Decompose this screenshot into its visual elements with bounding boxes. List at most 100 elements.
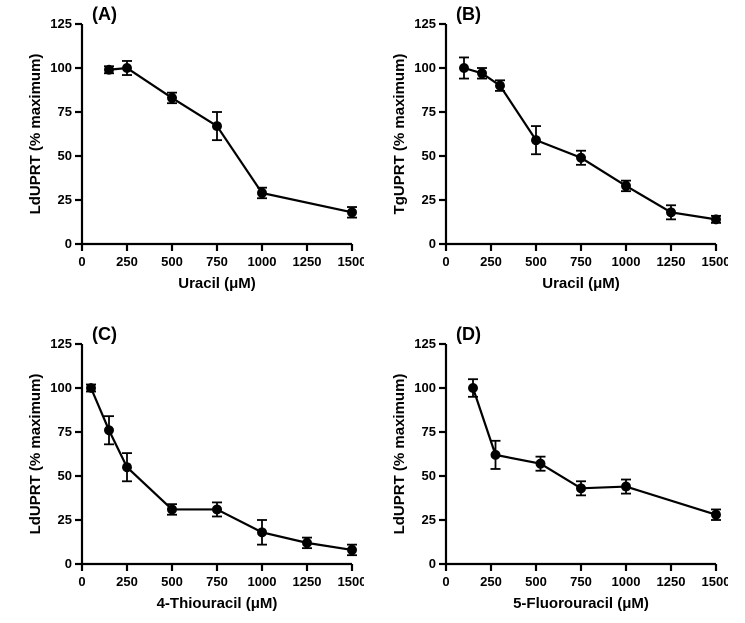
- data-point: [576, 483, 586, 493]
- x-tick-label: 250: [480, 254, 502, 269]
- data-point: [257, 527, 267, 537]
- y-axis-label: TgUPRT (% maximum): [391, 54, 408, 215]
- data-point: [347, 545, 357, 555]
- x-tick-label: 500: [525, 574, 547, 589]
- y-tick-label: 0: [429, 556, 436, 571]
- chart-panel-b: (B)02550751001250250500750100012501500Ur…: [388, 6, 728, 294]
- chart-svg: 02550751001250250500750100012501500Uraci…: [24, 6, 364, 294]
- x-tick-label: 1000: [612, 254, 641, 269]
- data-point: [86, 383, 96, 393]
- y-tick-label: 100: [414, 60, 436, 75]
- data-point: [212, 504, 222, 514]
- data-line: [473, 388, 716, 515]
- x-tick-label: 1500: [338, 254, 364, 269]
- y-tick-label: 100: [414, 380, 436, 395]
- y-tick-label: 75: [58, 104, 72, 119]
- x-tick-label: 1500: [338, 574, 364, 589]
- x-tick-label: 1500: [702, 574, 728, 589]
- x-tick-label: 750: [206, 254, 228, 269]
- x-tick-label: 250: [116, 254, 138, 269]
- data-point: [711, 510, 721, 520]
- y-tick-label: 125: [50, 16, 72, 31]
- data-point: [104, 65, 114, 75]
- y-tick-label: 25: [422, 512, 436, 527]
- data-point: [104, 425, 114, 435]
- data-line: [109, 68, 352, 212]
- data-point: [621, 482, 631, 492]
- x-axis-label: Uracil (μM): [542, 275, 620, 292]
- x-axis-label: 5-Fluorouracil (μM): [513, 595, 649, 612]
- x-tick-label: 500: [161, 254, 183, 269]
- x-tick-label: 0: [78, 574, 85, 589]
- y-tick-label: 0: [429, 236, 436, 251]
- chart-svg: 025507510012502505007501000125015004-Thi…: [24, 326, 364, 614]
- y-tick-label: 50: [422, 148, 436, 163]
- data-point: [576, 153, 586, 163]
- panel-title-a: (A): [92, 4, 117, 25]
- y-axis-label: LdUPRT (% maximum): [391, 374, 408, 535]
- x-tick-label: 1250: [657, 574, 686, 589]
- y-axis-label: LdUPRT (% maximum): [27, 374, 44, 535]
- data-point: [495, 81, 505, 91]
- y-tick-label: 125: [50, 336, 72, 351]
- data-point: [477, 68, 487, 78]
- x-tick-label: 250: [116, 574, 138, 589]
- x-axis-label: Uracil (μM): [178, 275, 256, 292]
- data-point: [666, 207, 676, 217]
- y-tick-label: 75: [422, 424, 436, 439]
- data-point: [468, 383, 478, 393]
- y-tick-label: 0: [65, 556, 72, 571]
- data-point: [491, 450, 501, 460]
- x-tick-label: 0: [78, 254, 85, 269]
- x-tick-label: 500: [161, 574, 183, 589]
- x-tick-label: 750: [570, 254, 592, 269]
- x-tick-label: 1000: [248, 574, 277, 589]
- data-point: [621, 181, 631, 191]
- chart-svg: 02550751001250250500750100012501500Uraci…: [388, 6, 728, 294]
- chart-panel-d: (D)025507510012502505007501000125015005-…: [388, 326, 728, 614]
- y-tick-label: 50: [58, 148, 72, 163]
- x-tick-label: 250: [480, 574, 502, 589]
- data-point: [122, 462, 132, 472]
- data-point: [347, 207, 357, 217]
- y-tick-label: 25: [58, 192, 72, 207]
- x-tick-label: 750: [206, 574, 228, 589]
- data-point: [212, 121, 222, 131]
- data-point: [167, 504, 177, 514]
- y-tick-label: 50: [58, 468, 72, 483]
- data-point: [257, 188, 267, 198]
- data-point: [122, 63, 132, 73]
- x-tick-label: 0: [442, 254, 449, 269]
- chart-panel-c: (C)025507510012502505007501000125015004-…: [24, 326, 364, 614]
- y-tick-label: 0: [65, 236, 72, 251]
- data-point: [531, 135, 541, 145]
- y-tick-label: 125: [414, 336, 436, 351]
- y-tick-label: 25: [422, 192, 436, 207]
- data-point: [536, 459, 546, 469]
- x-tick-label: 750: [570, 574, 592, 589]
- x-tick-label: 1000: [248, 254, 277, 269]
- data-point: [459, 63, 469, 73]
- x-tick-label: 0: [442, 574, 449, 589]
- data-point: [711, 214, 721, 224]
- data-point: [167, 93, 177, 103]
- x-tick-label: 500: [525, 254, 547, 269]
- y-tick-label: 125: [414, 16, 436, 31]
- x-tick-label: 1250: [293, 574, 322, 589]
- y-tick-label: 100: [50, 380, 72, 395]
- x-axis-label: 4-Thiouracil (μM): [157, 595, 278, 612]
- panel-title-b: (B): [456, 4, 481, 25]
- x-tick-label: 1250: [657, 254, 686, 269]
- x-tick-label: 1500: [702, 254, 728, 269]
- y-tick-label: 50: [422, 468, 436, 483]
- y-tick-label: 75: [422, 104, 436, 119]
- panel-title-d: (D): [456, 324, 481, 345]
- y-tick-label: 100: [50, 60, 72, 75]
- panel-title-c: (C): [92, 324, 117, 345]
- y-axis-label: LdUPRT (% maximum): [27, 54, 44, 215]
- figure-root: (A)02550751001250250500750100012501500Ur…: [0, 0, 745, 623]
- y-tick-label: 25: [58, 512, 72, 527]
- x-tick-label: 1250: [293, 254, 322, 269]
- y-tick-label: 75: [58, 424, 72, 439]
- x-tick-label: 1000: [612, 574, 641, 589]
